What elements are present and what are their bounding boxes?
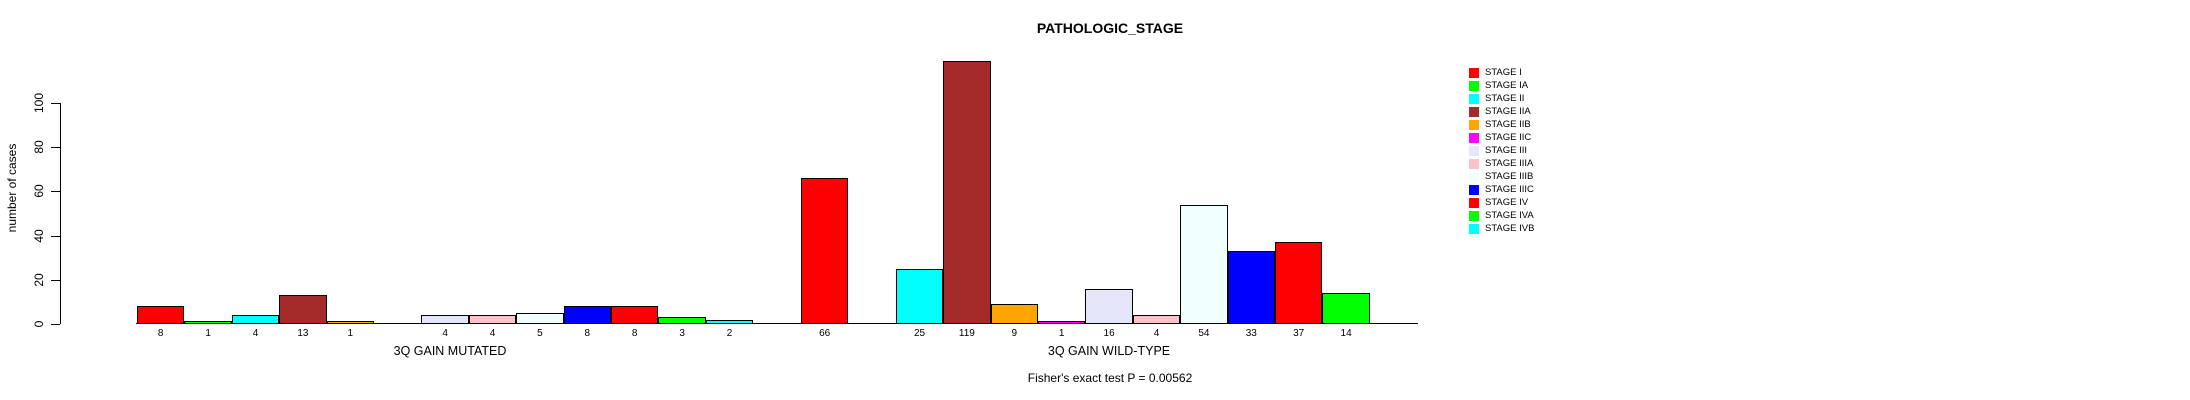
bar-value-label: 3 — [679, 328, 685, 339]
y-tick-mark — [51, 103, 60, 104]
y-tick-mark — [51, 235, 60, 237]
legend-label-stage-iv: STAGE IV — [1485, 197, 1529, 208]
bar-stage-iic-3q-gain-wild-type — [1038, 321, 1086, 324]
legend-label-stage-iia: STAGE IIA — [1485, 106, 1531, 117]
y-tick-label: 40 — [32, 228, 46, 243]
bar-stage-iiia-3q-gain-mutated — [468, 315, 517, 324]
legend-swatch-stage-iv — [1469, 198, 1479, 208]
legend-label-stage-iiia: STAGE IIIA — [1485, 158, 1534, 169]
legend-swatch-stage-iia — [1469, 107, 1479, 117]
bar-stage-iv-3q-gain-wild-type — [1275, 242, 1323, 324]
legend-swatch-stage-iic — [1469, 133, 1479, 143]
bar-stage-ivb-3q-gain-mutated — [705, 320, 754, 324]
bar-stage-iv-3q-gain-mutated — [611, 306, 659, 324]
bar-value-label: 16 — [1103, 328, 1115, 339]
legend-swatch-stage-i — [1469, 68, 1479, 78]
legend-label-stage-ia: STAGE IA — [1485, 80, 1529, 91]
bar-value-label: 4 — [1153, 328, 1160, 339]
y-tick-mark — [51, 279, 60, 281]
legend-swatch-stage-ia — [1469, 81, 1479, 91]
bar-stage-ii-3q-gain-mutated — [231, 315, 280, 324]
bar-value-label: 54 — [1198, 328, 1210, 339]
fisher-test-note: Fisher's exact test P = 0.00562 — [1027, 371, 1193, 385]
bar-value-label: 66 — [819, 328, 831, 339]
bar-value-label: 1 — [205, 328, 211, 339]
y-tick-mark — [51, 191, 60, 193]
legend-label-stage-iic: STAGE IIC — [1485, 132, 1532, 143]
x-axis-line — [136, 323, 1418, 324]
bar-stage-iva-3q-gain-wild-type — [1322, 293, 1370, 324]
legend-label-stage-i: STAGE I — [1485, 67, 1522, 78]
bar-stage-i-3q-gain-wild-type — [801, 178, 849, 324]
bar-value-label: 4 — [252, 328, 259, 339]
bar-stage-i-3q-gain-mutated — [137, 306, 185, 324]
bar-value-label: 14 — [1340, 328, 1352, 339]
legend-swatch-stage-iiic — [1469, 185, 1479, 195]
legend-label-stage-iva: STAGE IVA — [1485, 210, 1534, 221]
bar-value-label: 5 — [537, 328, 543, 339]
bar-stage-ia-3q-gain-mutated — [184, 321, 232, 324]
bar-value-label: 37 — [1293, 328, 1305, 339]
y-axis-label: number of cases — [5, 143, 19, 233]
bar-stage-iia-3q-gain-wild-type — [943, 61, 991, 324]
bar-stage-iia-3q-gain-mutated — [279, 295, 327, 324]
legend-label-stage-ivb: STAGE IVB — [1485, 223, 1535, 234]
bar-stage-ii-3q-gain-wild-type — [895, 269, 944, 324]
bar-value-label: 1 — [1058, 328, 1065, 339]
bar-stage-iva-3q-gain-mutated — [658, 317, 706, 324]
bar-stage-iiib-3q-gain-mutated — [516, 313, 564, 324]
y-tick-label: 100 — [32, 92, 46, 114]
legend-label-stage-ii: STAGE II — [1485, 93, 1525, 104]
y-tick-mark — [51, 147, 60, 149]
legend-label-stage-iib: STAGE IIB — [1485, 119, 1531, 130]
bar-stage-iii-3q-gain-mutated — [421, 315, 469, 324]
bar-value-label: 9 — [1011, 328, 1018, 339]
legend-swatch-stage-iii — [1469, 146, 1479, 156]
legend-swatch-stage-iib — [1469, 120, 1479, 130]
y-tick-label: 0 — [32, 320, 46, 328]
y-tick-label: 80 — [32, 140, 46, 154]
bar-value-label: 8 — [157, 328, 164, 339]
legend-swatch-stage-ii — [1469, 94, 1479, 104]
bar-stage-iiic-3q-gain-wild-type — [1227, 251, 1275, 324]
y-tick-label: 60 — [32, 184, 46, 199]
bar-stage-iiib-3q-gain-wild-type — [1180, 205, 1228, 324]
bar-stage-iib-3q-gain-mutated — [326, 321, 374, 324]
y-tick-label: 20 — [32, 273, 46, 287]
y-axis-line — [60, 103, 61, 324]
legend-swatch-stage-iiib — [1469, 172, 1479, 182]
legend-swatch-stage-iiia — [1469, 159, 1479, 169]
bar-value-label: 4 — [442, 328, 448, 339]
bar-value-label: 8 — [631, 328, 638, 339]
bar-stage-iiic-3q-gain-mutated — [563, 306, 611, 324]
legend-label-stage-iiib: STAGE IIIB — [1485, 171, 1534, 182]
bar-stage-iii-3q-gain-wild-type — [1085, 289, 1133, 324]
legend-label-stage-iii: STAGE III — [1485, 145, 1528, 156]
bar-stage-iib-3q-gain-wild-type — [990, 304, 1038, 324]
bar-value-label: 13 — [297, 328, 309, 339]
legend-label-stage-iiic: STAGE IIIC — [1485, 184, 1534, 195]
bar-value-label: 119 — [958, 328, 975, 339]
group-label-3q-gain-mutated: 3Q GAIN MUTATED — [393, 344, 507, 358]
bar-value-label: 2 — [726, 328, 733, 339]
bar-stage-iiia-3q-gain-wild-type — [1132, 315, 1181, 324]
legend-swatch-stage-iva — [1469, 211, 1479, 221]
bar-value-label: 4 — [489, 328, 496, 339]
bar-value-label: 25 — [913, 328, 926, 339]
y-tick-mark — [51, 324, 60, 325]
bar-value-label: 1 — [347, 328, 354, 339]
bar-value-label: 8 — [584, 328, 591, 339]
legend-swatch-stage-ivb — [1469, 224, 1479, 234]
group-label-3q-gain-wild-type: 3Q GAIN WILD-TYPE — [1047, 344, 1171, 358]
bar-value-label: 33 — [1245, 328, 1257, 339]
chart-title: PATHOLOGIC_STAGE — [1036, 20, 1184, 36]
